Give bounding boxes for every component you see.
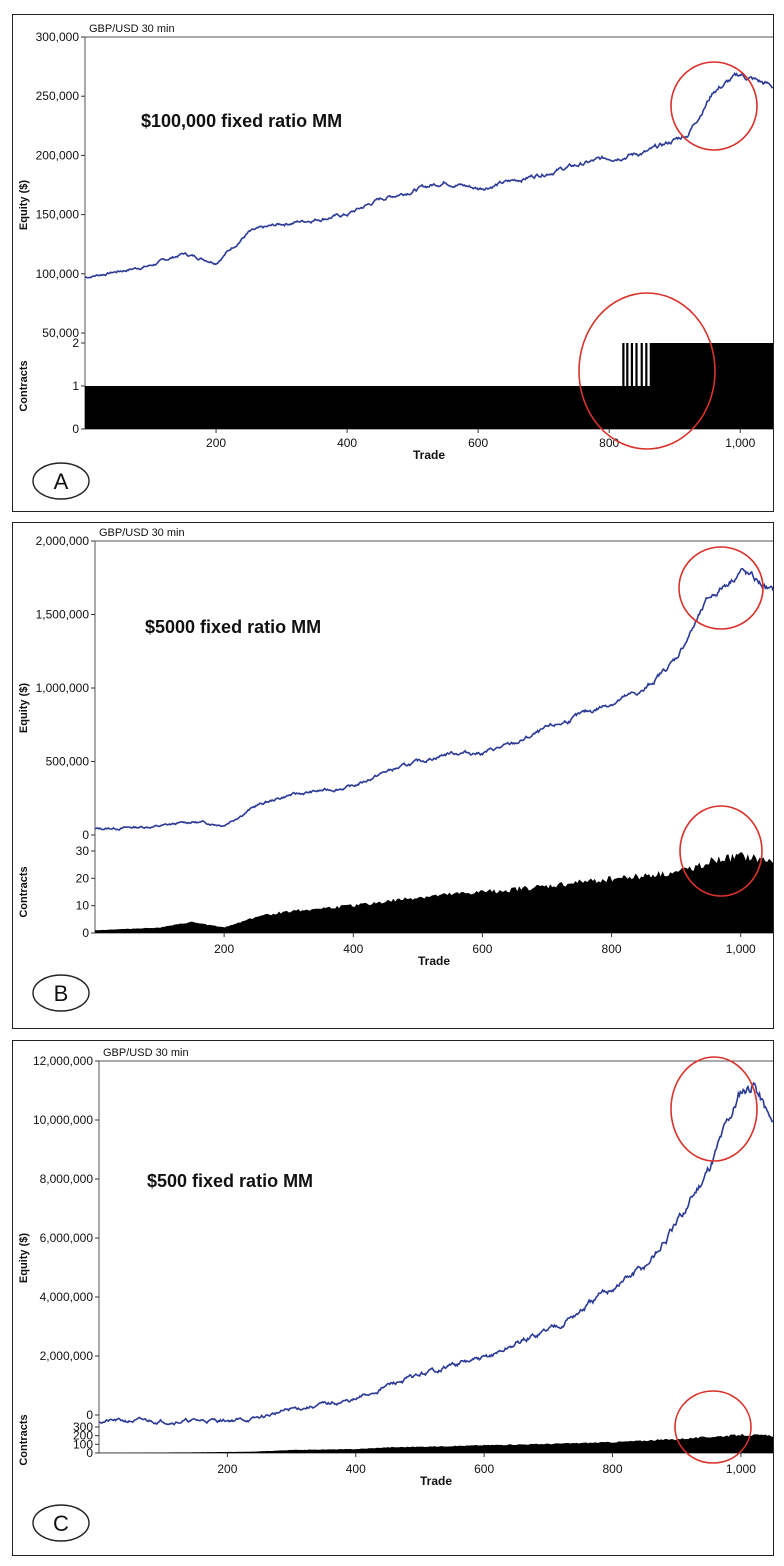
equity-y-tick-label: 50,000 — [42, 326, 79, 340]
contracts-bar — [626, 343, 629, 386]
x-tick-label: 200 — [206, 436, 226, 450]
x-tick-label: 200 — [217, 1462, 237, 1476]
contracts-y-tick-label: 0 — [72, 422, 79, 436]
contracts-y-tick-label: 100 — [73, 1437, 93, 1451]
equity-y-tick-label: 250,000 — [36, 89, 80, 103]
equity-y-axis-label: Equity ($) — [18, 180, 30, 230]
equity-y-tick-label: 1,000,000 — [36, 681, 90, 695]
equity-y-tick-label: 0 — [86, 1408, 93, 1422]
x-tick-label: 600 — [472, 942, 492, 956]
chart-title: GBP/USD 30 min — [103, 1047, 189, 1059]
x-tick-label: 1,000 — [726, 942, 756, 956]
contracts-area — [85, 343, 773, 429]
x-tick-label: 800 — [599, 436, 619, 450]
highlight-circle — [578, 292, 716, 450]
panel-letter-circle — [32, 974, 90, 1012]
x-tick-label: 600 — [474, 1462, 494, 1476]
equity-y-tick-label: 500,000 — [46, 755, 90, 769]
chart-panel-a: GBP/USD 30 min 50,000 100,000 150,000 200,00… — [12, 14, 774, 512]
contracts-area — [99, 1433, 773, 1453]
strategy-annotation: $500 fixed ratio MM — [147, 1171, 313, 1191]
contracts-y-tick-label: 10 — [76, 899, 90, 913]
contracts-y-tick-label: 20 — [76, 871, 90, 885]
x-tick-label: 200 — [214, 942, 234, 956]
equity-line — [84, 71, 774, 279]
equity-y-tick-label: 1,500,000 — [36, 608, 90, 622]
highlight-circle — [678, 546, 764, 630]
contracts-bar — [649, 343, 653, 386]
x-axis-label: Trade — [413, 448, 445, 462]
equity-y-tick-label: 2,000,000 — [36, 534, 90, 548]
chart-c-svg: GBP/USD 30 min 0 2,000,000 4,000,000 6,000,0… — [18, 1047, 774, 1542]
strategy-annotation: $5000 fixed ratio MM — [145, 617, 321, 637]
panel-letter: C — [53, 1511, 69, 1536]
contracts-area — [95, 852, 773, 933]
x-axis-label: Trade — [418, 954, 450, 968]
chart-panel-c: GBP/USD 30 min 0 2,000,000 4,000,000 6,000,0… — [12, 1040, 774, 1556]
x-tick-label: 400 — [337, 436, 357, 450]
panel-letter: A — [54, 469, 69, 494]
equity-y-tick-label: 200,000 — [36, 148, 80, 162]
panel-letter: B — [54, 981, 69, 1006]
equity-y-tick-label: 4,000,000 — [40, 1290, 94, 1304]
highlight-circle — [670, 1056, 758, 1162]
equity-y-tick-label: 2,000,000 — [40, 1349, 94, 1363]
panel-letter-circle — [32, 462, 90, 500]
equity-y-tick-label: 8,000,000 — [40, 1172, 94, 1186]
chart-panel-b: GBP/USD 30 min 0 500,000 1,000,000 1,500,000… — [12, 522, 774, 1029]
equity-y-tick-label: 100,000 — [36, 267, 80, 281]
contracts-bar — [630, 343, 634, 386]
equity-line — [94, 567, 774, 832]
contracts-y-axis-label: Contracts — [18, 866, 30, 917]
contracts-y-tick-label: 0 — [86, 1446, 93, 1460]
highlight-circle — [670, 61, 758, 151]
equity-y-axis-label: Equity ($) — [18, 683, 30, 733]
x-axis-label: Trade — [420, 1474, 452, 1488]
equity-y-tick-label: 12,000,000 — [33, 1054, 93, 1068]
highlight-circle — [679, 805, 763, 897]
equity-y-tick-label: 0 — [82, 828, 89, 842]
highlight-circle — [674, 1390, 752, 1464]
equity-y-tick-label: 10,000,000 — [33, 1113, 93, 1127]
contracts-y-tick-label: 0 — [82, 926, 89, 940]
contracts-bar — [622, 343, 625, 386]
chart-title: GBP/USD 30 min — [89, 23, 175, 35]
x-tick-label: 800 — [602, 942, 622, 956]
x-tick-label: 400 — [343, 942, 363, 956]
x-tick-label: 1,000 — [725, 436, 755, 450]
contracts-y-tick-label: 200 — [73, 1429, 93, 1443]
contracts-y-axis-label: Contracts — [18, 360, 30, 411]
x-tick-label: 1,000 — [726, 1462, 756, 1476]
chart-title: GBP/USD 30 min — [99, 527, 185, 539]
x-tick-label: 800 — [603, 1462, 623, 1476]
contracts-bar — [645, 343, 648, 386]
contracts-y-tick-label: 2 — [72, 336, 79, 350]
equity-y-axis-label: Equity ($) — [18, 1233, 30, 1283]
contracts-y-tick-label: 1 — [72, 379, 79, 393]
equity-line — [98, 1081, 774, 1426]
chart-b-svg: GBP/USD 30 min 0 500,000 1,000,000 1,500,000… — [18, 527, 774, 1012]
contracts-y-axis-label: Contracts — [18, 1414, 30, 1465]
contracts-y-tick-label: 300 — [73, 1420, 93, 1434]
chart-a-svg: GBP/USD 30 min 50,000 100,000 150,000 200,00… — [18, 23, 774, 500]
contracts-bar — [640, 343, 643, 386]
equity-y-tick-label: 6,000,000 — [40, 1231, 94, 1245]
x-tick-label: 600 — [468, 436, 488, 450]
contracts-bar — [635, 343, 638, 386]
contracts-y-tick-label: 30 — [76, 844, 90, 858]
x-tick-label: 400 — [346, 1462, 366, 1476]
strategy-annotation: $100,000 fixed ratio MM — [141, 111, 342, 131]
equity-y-tick-label: 150,000 — [36, 208, 80, 222]
equity-y-tick-label: 300,000 — [36, 30, 80, 44]
panel-letter-circle — [32, 1504, 90, 1542]
